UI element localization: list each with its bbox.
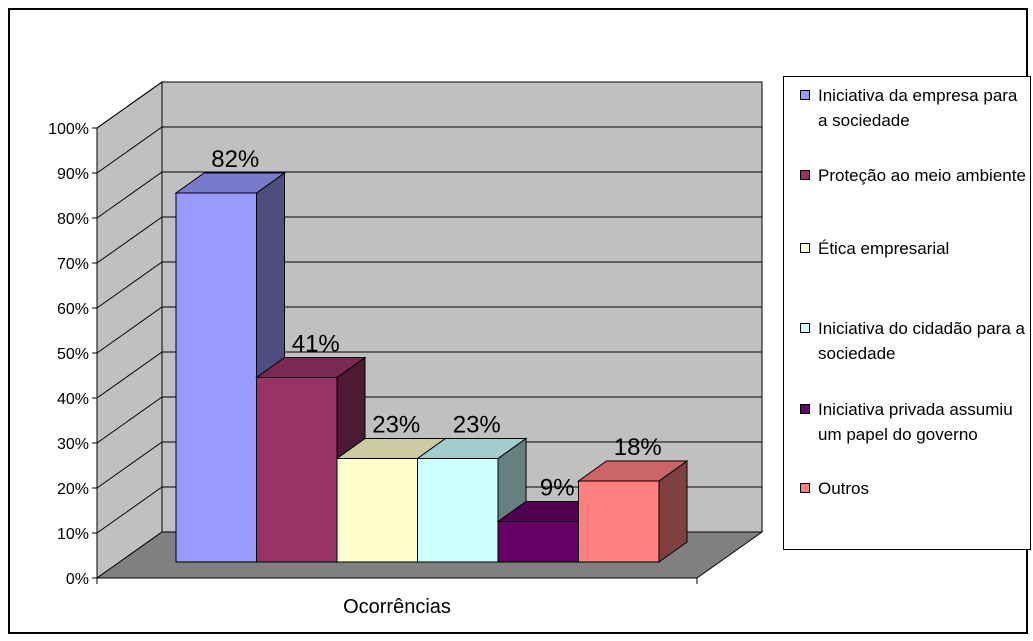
y-tick-label: 90%: [57, 166, 89, 183]
legend-item: Iniciativa privada assumiu um papel do g…: [800, 397, 1028, 447]
data-label: 41%: [292, 331, 340, 358]
data-label: 23%: [372, 412, 420, 439]
gridline: [96, 396, 163, 444]
y-tick-label: 60%: [57, 301, 89, 318]
legend-label: Iniciativa privada assumiu um papel do g…: [818, 400, 1013, 444]
legend-label: Outros: [818, 479, 870, 498]
legend-label: Iniciativa do cidadão para a sociedade: [818, 319, 1025, 363]
bar: [336, 458, 418, 563]
y-tick-label: 70%: [57, 256, 89, 273]
legend-swatch: [800, 170, 810, 180]
y-tick-label: 80%: [57, 211, 89, 228]
x-axis-label: Ocorrências: [343, 596, 451, 618]
bar: [497, 521, 579, 563]
gridline: [96, 171, 163, 219]
legend-item: Iniciativa da empresa para a sociedade: [800, 83, 1028, 133]
legend-item: Outros: [800, 476, 1028, 501]
data-label: 23%: [453, 412, 501, 439]
legend-swatch: [800, 90, 810, 100]
legend-label: Proteção ao meio ambiente: [818, 166, 1026, 185]
bar: [256, 377, 338, 563]
legend-item: Ética empresarial: [800, 236, 1028, 261]
y-tick-label: 30%: [57, 436, 89, 453]
legend-label: Ética empresarial: [818, 239, 950, 258]
legend: Iniciativa da empresa para a sociedade Pr…: [783, 76, 1031, 550]
y-tick-label: 0%: [66, 571, 89, 588]
legend-swatch: [800, 323, 810, 333]
gridline: [96, 486, 163, 534]
data-label: 18%: [614, 434, 662, 461]
legend-item: Proteção ao meio ambiente: [800, 163, 1028, 188]
y-tick-label: 40%: [57, 391, 89, 408]
y-tick-label: 50%: [57, 346, 89, 363]
bar: [578, 480, 660, 563]
legend-item: Iniciativa do cidadão para a sociedade: [800, 316, 1028, 366]
bar: [175, 192, 257, 563]
gridline: [96, 81, 163, 129]
gridline: [96, 261, 163, 309]
y-tick-label: 20%: [57, 481, 89, 498]
gridline: [96, 306, 163, 354]
gridline: [96, 126, 163, 174]
legend-swatch: [800, 243, 810, 253]
legend-swatch: [800, 404, 810, 414]
gridline: [96, 441, 163, 489]
data-label: 82%: [211, 146, 259, 173]
y-tick-label: 100%: [48, 121, 89, 138]
data-label: 9%: [540, 475, 575, 502]
gridline: [96, 216, 163, 264]
bar: [417, 458, 499, 563]
legend-label: Iniciativa da empresa para a sociedade: [818, 86, 1018, 130]
gridline: [96, 351, 163, 399]
y-tick-label: 10%: [57, 526, 89, 543]
legend-swatch: [800, 483, 810, 493]
